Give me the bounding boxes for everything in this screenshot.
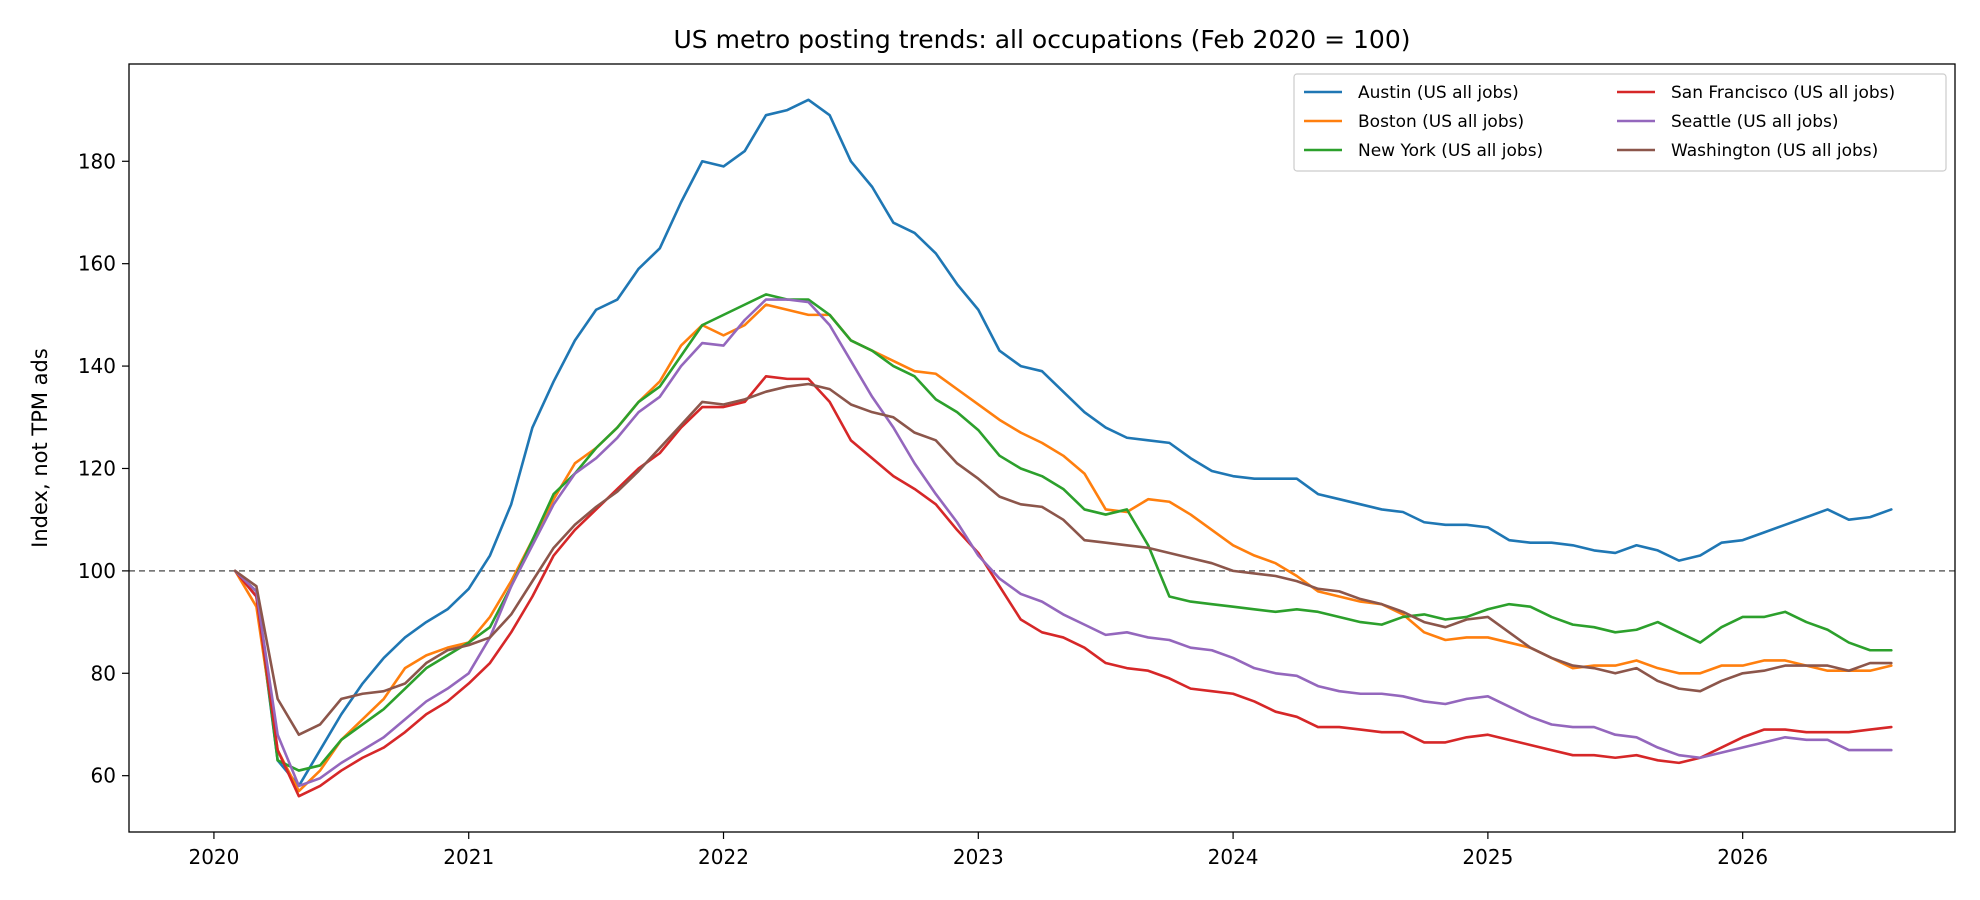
legend-item-label: Seattle (US all jobs) [1671,112,1839,132]
x-axis: 2020 2021 2022 2023 2024 2025 2026 [188,832,1768,869]
series-line-3 [233,375,1893,798]
plot-frame [128,63,1956,833]
x-tick-label: 2024 [1208,845,1259,869]
legend-box [1293,73,1947,172]
series-line-5 [233,382,1893,737]
series-line-1 [233,303,1893,793]
x-tick-label: 2021 [443,845,494,869]
y-tick-label: 120 [78,456,116,480]
legend: Austin (US all jobs) Boston (US all jobs)… [1293,73,1947,172]
legend-item-label: Washington (US all jobs) [1671,141,1878,161]
x-tick-label: 2022 [698,845,749,869]
chart-title: US metro posting trends: all occupations… [674,25,1411,54]
x-tick-label: 2023 [953,845,1004,869]
x-tick-label: 2025 [1462,845,1513,869]
series-line-0 [233,98,1893,788]
y-axis-label: Index, not TPM ads [28,348,52,548]
y-tick-label: 100 [78,559,116,583]
legend-item-label: Austin (US all jobs) [1358,83,1519,103]
x-tick-label: 2026 [1717,845,1768,869]
legend-item-label: New York (US all jobs) [1358,141,1543,161]
y-tick-label: 60 [91,764,116,788]
legend-item-label: Boston (US all jobs) [1358,112,1524,132]
series-line-2 [233,293,1893,772]
x-tick-label: 2020 [188,845,239,869]
series-line-4 [233,298,1893,788]
y-tick-label: 140 [78,354,116,378]
legend-item-label: San Francisco (US all jobs) [1671,83,1895,103]
y-tick-label: 160 [78,252,116,276]
y-axis: 60 80 100 120 140 160 180 [78,149,129,788]
y-tick-label: 80 [91,661,116,685]
y-tick-label: 180 [78,149,116,173]
plot-area [129,98,1955,798]
